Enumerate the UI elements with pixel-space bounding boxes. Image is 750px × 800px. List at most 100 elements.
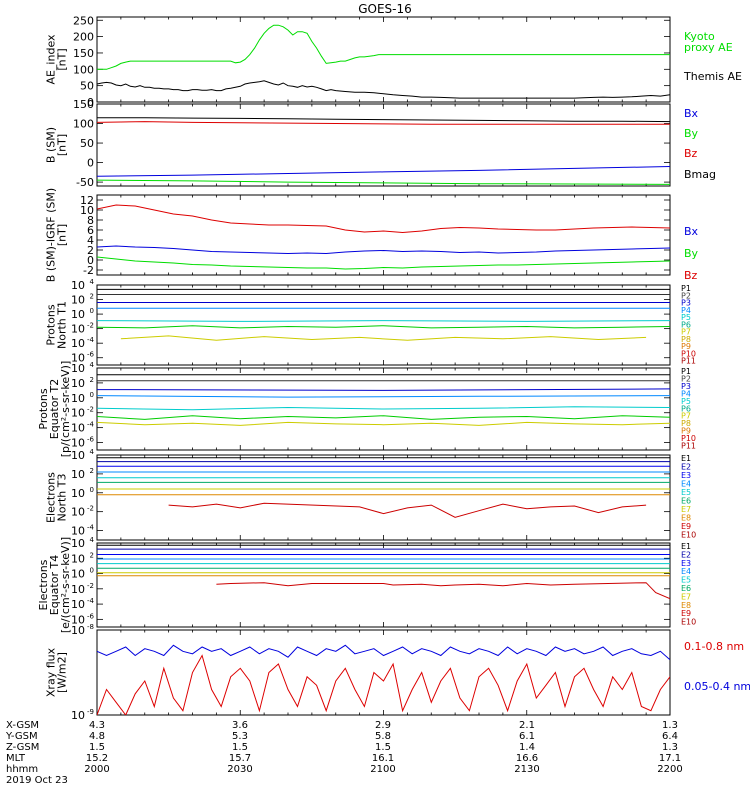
y-tick-label: 10 [71, 624, 85, 637]
footer-value: 16.6 [516, 753, 538, 764]
footer-value: 2.9 [375, 720, 391, 731]
channel-legend-e9: E9 [681, 609, 691, 618]
y-tick-label: 10 [71, 613, 85, 626]
footer-value: 17.1 [659, 753, 681, 764]
series-bx [97, 166, 670, 177]
y-tick-label: 10 [71, 422, 85, 435]
y-tick-label: 10 [71, 362, 85, 375]
y-tick-exponent: -9 [87, 708, 94, 716]
footer-value: 1.3 [662, 720, 678, 731]
y-tick-label: 10 [71, 437, 85, 450]
channel-legend-e8: E8 [681, 601, 691, 610]
footer-value: 1.4 [519, 742, 535, 753]
y-tick-label: 10 [71, 568, 85, 581]
series-bmag [97, 117, 670, 123]
y-tick-label: 10 [71, 525, 85, 538]
y-axis-label: Equator T2 [48, 379, 61, 439]
series-p5 [97, 406, 670, 411]
series-themis-ae [97, 80, 670, 99]
y-axis-label: Protons [45, 304, 58, 345]
y-tick-label: 150 [73, 47, 94, 60]
channel-legend-e7: E7 [681, 592, 691, 601]
y-tick-label: 10 [71, 337, 85, 350]
footer-row-label: Z-GSM [6, 742, 39, 753]
y-tick-exponent: -2 [87, 505, 94, 513]
channel-legend-p11: P11 [681, 442, 696, 451]
channel-legend-p6: P6 [681, 320, 691, 329]
footer-value: 6.4 [662, 731, 678, 742]
y-tick-exponent: -4 [87, 524, 95, 532]
y-tick-label: 50 [80, 80, 94, 93]
channel-legend-p10: P10 [681, 434, 696, 443]
y-tick-label: 10 [71, 279, 85, 292]
y-tick-exponent: -8 [87, 623, 94, 631]
panel-2: -50 0 50 100 150 B (SM)[nT] [45, 98, 671, 189]
plot-title: GOES-16 [358, 2, 412, 16]
y-tick-label: 100 [73, 63, 94, 76]
channel-legend-e9: E9 [681, 522, 691, 531]
y-tick-label: 10 [71, 468, 85, 481]
y-axis-label: North T3 [56, 474, 69, 522]
y-tick-exponent: -6 [87, 436, 95, 444]
y-tick-label: 250 [73, 14, 94, 27]
channel-legend-e4: E4 [681, 567, 691, 576]
y-axis-label: [W/m2] [56, 652, 69, 693]
series-p7 [97, 421, 670, 426]
y-tick-exponent: 4 [90, 448, 95, 456]
y-tick-exponent: 2 [90, 551, 94, 559]
channel-legend-p10: P10 [681, 349, 696, 358]
footer-value: 16.1 [372, 753, 394, 764]
footer-row-label: Y-GSM [5, 731, 38, 742]
y-axis-label: Protons [37, 388, 50, 429]
channel-legend-p11: P11 [681, 357, 696, 366]
y-tick-label: 6 [87, 224, 94, 237]
footer-row-label: hhmm [6, 764, 38, 775]
y-tick-exponent: 0 [90, 486, 94, 494]
y-tick-label: 10 [71, 377, 85, 390]
channel-legend-e1: E1 [681, 454, 691, 463]
panel-frame [96, 103, 671, 187]
legend-kyoto: Kyoto [684, 30, 715, 43]
panel-frame [96, 542, 671, 628]
series-bz [97, 121, 670, 125]
panel-1: 0 50 100 150 200 250 AE_index[nT] [45, 14, 671, 109]
channel-legend-p3: P3 [681, 382, 691, 391]
y-tick-exponent: -4 [87, 336, 95, 344]
legend-bz: Bz [684, 147, 698, 160]
y-tick-label: 200 [73, 31, 94, 44]
y-tick-label: 10 [71, 709, 85, 722]
y-axis-label: Electrons [37, 559, 50, 610]
y-tick-exponent: 4 [90, 536, 95, 544]
y-axis-label: North T1 [56, 301, 69, 349]
channel-legend-p2: P2 [681, 291, 691, 300]
y-axis-label: Equator T4 [48, 555, 61, 615]
channel-legend-e2: E2 [681, 463, 691, 472]
channel-legend-e6: E6 [681, 584, 691, 593]
channel-legend-p5: P5 [681, 397, 691, 406]
y-tick-label: 10 [71, 449, 85, 462]
footer-value: 2000 [84, 764, 109, 775]
y-axis-label: [e/(cm²-s-sr-keV)] [59, 537, 72, 633]
y-axis-label: [nT] [56, 134, 69, 156]
footer-value: 4.8 [89, 731, 105, 742]
y-tick-label: 0 [87, 96, 94, 109]
series-p6 [97, 415, 670, 420]
y-tick-label: 10 [80, 204, 94, 217]
y-tick-label: 10 [71, 352, 85, 365]
y-tick-label: 2 [87, 244, 94, 257]
channel-legend-e10: E10 [681, 618, 696, 627]
channel-legend-e8: E8 [681, 514, 691, 523]
y-tick-exponent: 4 [90, 278, 95, 286]
legend-0-1-0-8-nm: 0.1-0.8 nm [684, 640, 744, 653]
y-tick-exponent: -2 [87, 406, 94, 414]
y-axis-label: [nT] [56, 48, 69, 70]
footer-value: 2.1 [519, 720, 535, 731]
legend-by: By [684, 247, 699, 260]
y-tick-exponent: -4 [87, 597, 95, 605]
